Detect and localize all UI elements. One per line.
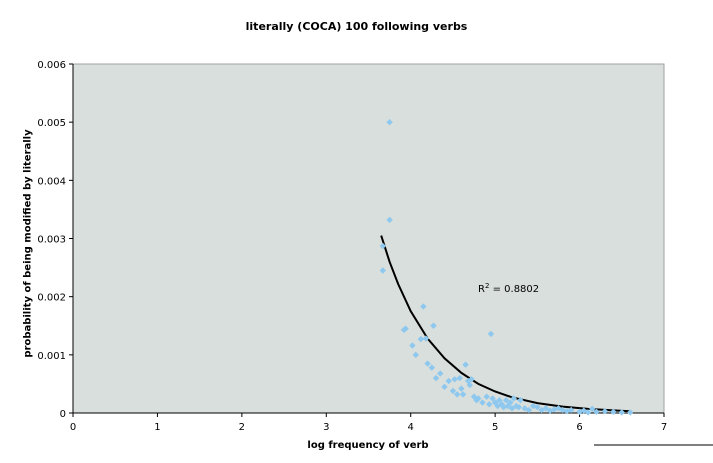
y-tick-label: 0	[60, 409, 66, 420]
scatter-point	[412, 351, 419, 359]
y-tick-label: 0.004	[37, 176, 66, 187]
scatter-point	[489, 395, 496, 402]
scatter-point	[584, 409, 592, 416]
y-tick-label: 0.005	[37, 118, 66, 129]
scatter-point	[424, 360, 431, 367]
scatter-point	[386, 216, 393, 224]
x-tick-label: 5	[492, 422, 498, 433]
plot-area	[72, 63, 665, 414]
scatter-point	[428, 364, 436, 371]
scatter-point	[517, 397, 524, 404]
scatter-point	[456, 374, 463, 382]
scatter-point	[593, 408, 600, 416]
scatter-point	[441, 383, 448, 391]
chart-title: literally (COCA) 100 following verbs	[245, 20, 468, 33]
scatter-point	[551, 406, 558, 413]
scatter-point	[462, 361, 469, 368]
scatter-point	[459, 391, 467, 398]
scatter-point	[420, 303, 427, 310]
x-tick-label: 0	[70, 422, 76, 433]
x-axis-title: log frequency of verb	[307, 440, 429, 451]
scatter-point	[508, 405, 516, 412]
scatter-point	[567, 406, 575, 414]
y-tick-label: 0.006	[37, 60, 66, 71]
scatter-point	[449, 387, 457, 395]
scatter-point	[510, 395, 517, 402]
scatter-point	[483, 393, 490, 400]
scatter-point	[430, 322, 437, 329]
scatter-point	[555, 405, 562, 412]
x-tick-label: 3	[323, 422, 329, 433]
scatter-point	[546, 407, 554, 414]
scatter-point	[515, 403, 522, 411]
r-squared-label: R2 = 0.8802	[478, 282, 539, 295]
scatter-point	[451, 376, 458, 383]
x-tick-label: 1	[154, 422, 160, 433]
scatter-point	[627, 409, 634, 416]
scatter-point	[468, 376, 475, 383]
scatter-point	[601, 408, 609, 415]
y-axis-title: probability of being modified by literal…	[22, 129, 34, 358]
y-tick-label: 0.001	[37, 351, 66, 362]
scatter-point	[422, 335, 430, 342]
scatter-point	[386, 118, 393, 126]
scatter-point	[479, 399, 486, 406]
x-tick-label: 7	[661, 422, 667, 433]
x-tick-label: 2	[239, 422, 245, 433]
scatter-point	[496, 397, 503, 404]
scatter-point	[559, 406, 566, 414]
scatter-point	[466, 381, 474, 389]
scatter-point	[610, 408, 617, 416]
trendline	[380, 235, 631, 413]
y-tick-label: 0.002	[37, 293, 66, 304]
scatter-point	[475, 395, 482, 402]
scatter-point	[402, 325, 409, 332]
scatter-point	[445, 377, 452, 385]
scatter-point	[437, 370, 444, 377]
scatter-point	[486, 401, 493, 408]
scatter-point	[538, 406, 545, 414]
scatter-point	[458, 385, 465, 392]
scatter-point	[534, 403, 541, 411]
scatter-point	[618, 409, 625, 416]
scatter-point	[417, 335, 425, 343]
scatter-point	[379, 267, 387, 274]
scatter-point	[542, 405, 549, 412]
scatter-point	[432, 374, 440, 382]
scatter-point	[453, 391, 461, 398]
scatter-point	[409, 342, 416, 349]
x-tick-label: 4	[408, 422, 414, 433]
scatter-point	[525, 406, 533, 414]
scatter-point	[502, 397, 510, 404]
scatter-point	[487, 330, 495, 338]
scatter-point	[589, 405, 596, 413]
x-tick-label: 6	[576, 422, 582, 433]
scatter-point	[507, 399, 514, 406]
y-tick-label: 0.003	[37, 235, 66, 246]
scatter-point	[379, 242, 387, 250]
